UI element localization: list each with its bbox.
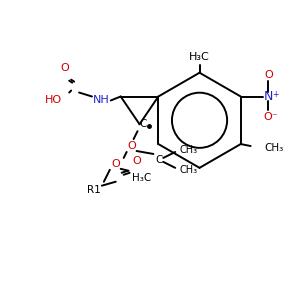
Text: O: O [132, 156, 141, 166]
Text: N: N [264, 90, 273, 103]
Text: CH₃: CH₃ [265, 143, 284, 153]
Text: HO: HO [45, 95, 62, 106]
Text: NH: NH [92, 95, 109, 106]
Text: +: + [272, 90, 279, 99]
Text: C: C [156, 155, 163, 165]
Text: H₃C: H₃C [189, 52, 210, 62]
Text: O: O [111, 159, 120, 169]
Text: H₃C: H₃C [132, 173, 151, 183]
Text: CH₃: CH₃ [179, 165, 197, 175]
Text: O⁻: O⁻ [263, 112, 278, 122]
Text: R1: R1 [87, 184, 101, 195]
Text: O: O [127, 141, 136, 151]
Text: O: O [264, 70, 273, 80]
Text: C: C [140, 119, 147, 129]
Text: O: O [61, 63, 70, 73]
Text: CH₃: CH₃ [179, 145, 197, 155]
